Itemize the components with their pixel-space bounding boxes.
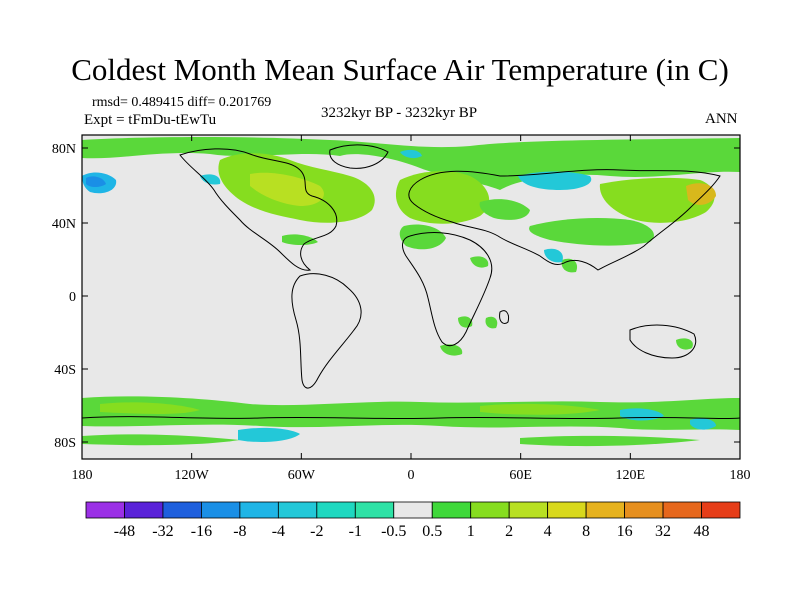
colorbar-swatch: [701, 501, 741, 519]
lat-tick-label: 80N: [52, 142, 76, 157]
colorbar-label: -4: [272, 523, 285, 540]
lat-tick-label: 0: [69, 290, 76, 305]
experiment-text: Expt = tFmDu-tEwTu: [84, 112, 217, 128]
colorbar-label: 16: [617, 523, 633, 540]
lon-tick-label: 60W: [288, 468, 316, 483]
colorbar-swatch: [162, 501, 202, 519]
season-text: ANN: [705, 111, 738, 127]
colorbar-swatch: [470, 501, 510, 519]
colorbar-label: 48: [694, 523, 710, 540]
lat-tick-label: 40S: [54, 363, 76, 378]
map-panel: [81, 134, 741, 460]
colorbar-swatch: [239, 501, 279, 519]
period-text: 3232kyr BP - 3232kyr BP: [321, 105, 478, 121]
colorbar: -48 -32 -16 -8 -4 -2 -1 -0.5 0.5 1 2 4 8 16 32 48: [85, 501, 741, 540]
colorbar-label: 1: [467, 523, 475, 540]
colorbar-swatch: [624, 501, 664, 519]
colorbar-swatch: [585, 501, 625, 519]
colorbar-label: -32: [152, 523, 173, 540]
colorbar-swatch: [277, 501, 318, 519]
colorbar-swatch: [547, 501, 587, 519]
lat-tick-label: 80S: [54, 436, 76, 451]
colorbar-label: 4: [544, 523, 552, 540]
colorbar-swatch: [124, 501, 164, 519]
colorbar-label: -1: [349, 523, 362, 540]
colorbar-label: 32: [655, 523, 671, 540]
colorbar-swatch: [85, 501, 125, 519]
coastlines: [81, 144, 741, 420]
colorbar-label: -8: [233, 523, 246, 540]
colorbar-swatch: [354, 501, 395, 519]
colorbar-label: 2: [505, 523, 513, 540]
lon-tick-label: 0: [408, 468, 415, 483]
colorbar-label: -2: [310, 523, 323, 540]
colorbar-swatch: [508, 501, 549, 519]
colorbar-swatch: [201, 501, 241, 519]
colorbar-swatch: [662, 501, 702, 519]
lon-tick-label: 120W: [175, 468, 210, 483]
lon-tick-label: 60E: [509, 468, 532, 483]
colorbar-label: 8: [582, 523, 590, 540]
plot-title: Coldest Month Mean Surface Air Temperatu…: [71, 52, 729, 87]
lon-tick-label: 180: [730, 468, 751, 483]
colorbar-label: 0.5: [422, 523, 442, 540]
colorbar-label: -16: [191, 523, 212, 540]
colorbar-swatch: [431, 501, 472, 519]
lon-tick-label: 120E: [616, 468, 646, 483]
colorbar-swatch: [316, 501, 356, 519]
axis-ticks: 80N 40N 0 40S 80S 180 120W 60W 0 60E 120E 180: [52, 135, 751, 483]
colorbar-label: -48: [114, 523, 135, 540]
lon-tick-label: 180: [72, 468, 93, 483]
lat-tick-label: 40N: [52, 217, 76, 232]
colorbar-label: -0.5: [381, 523, 406, 540]
stats-text: rmsd= 0.489415 diff= 0.201769: [92, 95, 272, 110]
colorbar-swatch: [393, 501, 433, 519]
